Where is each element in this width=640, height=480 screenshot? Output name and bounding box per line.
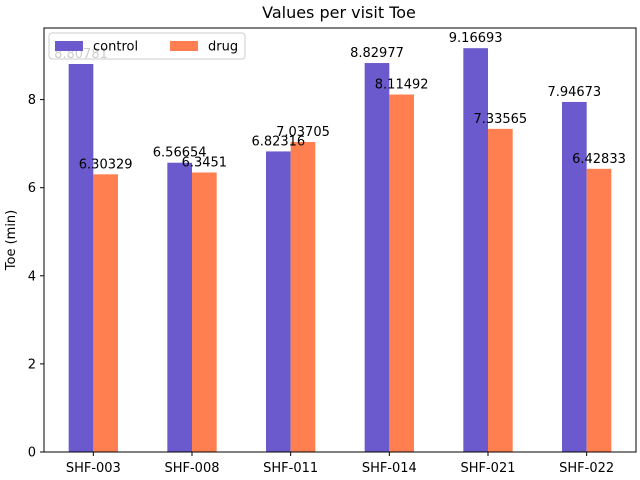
bar-drug-SHF-014: [389, 94, 414, 452]
bar-drug-SHF-021: [488, 128, 513, 452]
bar-drug-SHF-022: [586, 168, 612, 453]
bar-control-SHF-008: [167, 162, 192, 452]
data-label-drug-SHF-011: 7.03705: [276, 125, 330, 140]
plot-area: 8.807816.566546.823168.829779.166937.946…: [28, 27, 637, 476]
bar-control-SHF-003: [68, 63, 94, 452]
legend-label-drug: drug: [208, 40, 238, 55]
legend-swatch-drug: [170, 41, 198, 51]
x-tick-label: SHF-008: [164, 461, 219, 476]
y-tick-label: 2: [28, 357, 36, 372]
data-label-control-SHF-008: 6.56654: [153, 146, 207, 161]
data-label-drug-SHF-008: 6.3451: [182, 155, 228, 170]
y-tick-label: 0: [28, 446, 36, 461]
legend-swatch-control: [55, 41, 83, 51]
data-label-drug-SHF-003: 6.30329: [79, 157, 133, 172]
bar-control-SHF-014: [364, 63, 390, 452]
data-label-control-SHF-014: 8.82977: [350, 46, 404, 61]
bar-control-SHF-022: [562, 101, 587, 452]
data-label-drug-SHF-014: 8.11492: [375, 78, 429, 93]
plot-frame: [43, 27, 637, 453]
x-tick-label: SHF-003: [66, 461, 121, 476]
x-tick-label: SHF-022: [559, 461, 614, 476]
bar-drug-SHF-003: [93, 174, 118, 452]
x-tick-label: SHF-011: [263, 461, 318, 476]
data-label-drug-SHF-022: 6.42833: [572, 152, 626, 167]
data-label-control-SHF-011: 6.82316: [251, 134, 305, 149]
legend-label-control: control: [93, 40, 138, 55]
x-tick-label: SHF-021: [460, 461, 515, 476]
bar-control-SHF-021: [463, 48, 488, 453]
bar-drug-SHF-008: [192, 172, 217, 453]
data-label-control-SHF-022: 7.94673: [547, 85, 601, 100]
y-axis-label: Toe (min): [4, 210, 19, 271]
legend-box: [48, 32, 246, 60]
bar-drug-SHF-011: [290, 142, 316, 452]
y-tick-label: 6: [28, 181, 36, 196]
data-label-control-SHF-021: 9.16693: [449, 31, 503, 46]
chart-title: Values per visit Toe: [262, 3, 416, 22]
y-tick-label: 8: [28, 93, 36, 108]
bar-control-SHF-011: [266, 151, 291, 452]
data-label-drug-SHF-021: 7.33565: [473, 112, 527, 127]
y-tick-label: 4: [28, 269, 36, 284]
x-tick-label: SHF-014: [362, 461, 417, 476]
